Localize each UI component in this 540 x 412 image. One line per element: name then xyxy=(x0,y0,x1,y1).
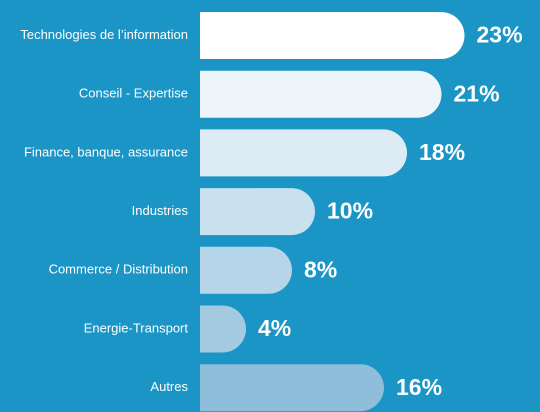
bar xyxy=(200,129,407,177)
bar xyxy=(200,364,384,412)
bar xyxy=(200,70,442,118)
value-label: 10% xyxy=(327,198,373,224)
value-label: 8% xyxy=(304,256,337,282)
value-label: 21% xyxy=(454,80,500,106)
category-label: Commerce / Distribution xyxy=(49,262,188,277)
value-label: 18% xyxy=(419,139,465,165)
category-label: Technologies de l’information xyxy=(20,27,188,42)
category-label: Energie-Transport xyxy=(84,320,189,335)
bar xyxy=(200,188,315,236)
category-label: Finance, banque, assurance xyxy=(24,144,188,159)
category-label: Conseil - Expertise xyxy=(79,86,188,101)
value-label: 4% xyxy=(258,315,291,341)
category-label: Autres xyxy=(150,379,188,394)
bar xyxy=(200,305,246,353)
category-label: Industries xyxy=(132,203,189,218)
value-label: 16% xyxy=(396,374,442,400)
bar xyxy=(200,12,465,59)
value-label: 23% xyxy=(477,22,523,48)
bar xyxy=(200,246,292,294)
